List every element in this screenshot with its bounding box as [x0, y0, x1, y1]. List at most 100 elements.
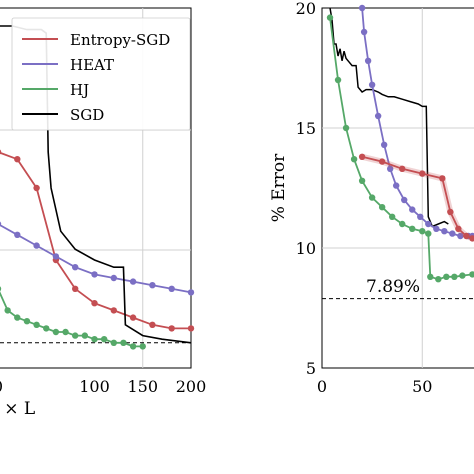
right-point-heat: [425, 220, 432, 228]
right-point-hj: [419, 228, 426, 235]
left-point-hj: [72, 332, 79, 339]
right-band-entropy-sgd: [361, 153, 474, 242]
right-y-tick-label: 5: [306, 359, 316, 378]
right-panel: 7.89% 5 10 15 20 0 50 % Error: [269, 0, 474, 396]
right-series-heat: [361, 7, 473, 237]
right-point-heat: [457, 232, 464, 240]
legend-label-entropy-sgd: Entropy-SGD: [70, 31, 170, 49]
right-y-tick-label: 20: [296, 0, 316, 18]
left-series-hj: [0, 291, 143, 348]
right-point-heat: [364, 57, 372, 64]
left-point-heat: [110, 274, 118, 282]
right-point-heat: [433, 225, 440, 232]
right-point-entropy-sgd: [358, 153, 366, 160]
left-point-hj: [52, 328, 60, 336]
left-x-tick-label: 0: [0, 377, 3, 396]
right-point-heat: [417, 213, 424, 220]
right-x-tick-label: 0: [317, 377, 327, 396]
left-series-group: [0, 25, 195, 350]
left-point-heat: [33, 242, 40, 249]
left-point-heat: [149, 282, 156, 289]
left-point-hj: [120, 339, 127, 346]
left-point-entropy-sgd: [110, 307, 118, 314]
left-point-hj: [62, 328, 69, 336]
left-x-axis-label: ε × L: [0, 399, 35, 419]
left-point-hj: [110, 339, 118, 346]
right-y-tick-label: 15: [296, 119, 316, 138]
right-point-hj: [388, 213, 396, 220]
right-point-heat: [409, 206, 416, 213]
right-point-entropy-sgd: [419, 170, 426, 177]
left-point-hj: [43, 325, 50, 332]
left-point-hj: [14, 314, 21, 321]
left-point-heat: [72, 264, 79, 271]
legend-label-heat: HEAT: [70, 56, 114, 74]
left-point-hj: [33, 321, 40, 328]
left-point-hj: [4, 307, 11, 314]
left-point-heat: [187, 289, 195, 296]
right-annotation: 7.89%: [366, 277, 420, 297]
right-point-entropy-sgd: [439, 175, 446, 182]
right-point-hj: [326, 14, 334, 21]
left-panel: 0 100 150 200 ε × L Entropy-SGD HEAT HJ SGD: [0, 7, 206, 419]
right-point-hj: [443, 273, 450, 280]
left-point-hj: [91, 336, 98, 343]
right-point-hj: [350, 156, 358, 163]
left-point-hj: [139, 343, 146, 350]
right-point-entropy-sgd: [447, 208, 454, 216]
right-point-heat: [368, 81, 376, 89]
left-point-heat: [168, 285, 175, 292]
right-point-hj: [334, 76, 342, 84]
right-point-hj: [358, 177, 366, 184]
right-point-hj: [427, 273, 434, 280]
right-point-entropy-sgd: [399, 165, 406, 172]
left-x-tick-label: 100: [79, 377, 110, 396]
legend-label-hj: HJ: [70, 81, 89, 99]
right-point-entropy-sgd: [455, 225, 462, 232]
right-point-entropy-sgd: [463, 232, 470, 240]
right-series-hj: [329, 17, 473, 281]
left-point-entropy-sgd: [72, 285, 79, 292]
right-point-hj: [469, 271, 474, 278]
left-point-entropy-sgd: [149, 321, 156, 328]
right-point-hj: [425, 230, 432, 237]
legend-item-heat: HEAT: [22, 56, 114, 74]
left-plot-frame: [0, 7, 192, 369]
right-point-heat: [380, 141, 388, 148]
left-point-entropy-sgd: [91, 300, 98, 307]
right-point-hj: [368, 194, 376, 201]
right-point-heat: [374, 112, 382, 120]
right-point-hj: [378, 204, 386, 211]
right-x-ticks: 0 50: [317, 377, 433, 396]
right-series-sgd: [329, 7, 449, 228]
left-point-heat: [91, 271, 98, 278]
left-point-hj: [0, 286, 2, 292]
right-point-heat: [358, 4, 366, 12]
legend-item-entropy-sgd: Entropy-SGD: [22, 31, 170, 49]
left-series-heat: [0, 224, 192, 294]
legend-label-sgd: SGD: [70, 106, 104, 124]
left-point-entropy-sgd: [187, 325, 195, 332]
right-point-entropy-sgd: [378, 158, 386, 165]
right-point-entropy-sgd: [469, 235, 474, 242]
right-y-ticks: 5 10 15 20: [296, 0, 316, 378]
right-y-tick-label: 10: [296, 239, 316, 258]
right-point-hj: [399, 220, 406, 228]
right-point-hj: [409, 225, 416, 232]
left-point-hj: [81, 332, 89, 339]
right-y-axis-label: % Error: [269, 153, 289, 222]
left-point-hj: [100, 336, 108, 343]
right-series-group: [326, 4, 474, 283]
left-point-hj: [129, 343, 137, 350]
right-point-heat: [386, 165, 394, 172]
right-point-heat: [401, 196, 408, 204]
left-point-entropy-sgd: [168, 325, 175, 332]
left-point-heat: [14, 231, 21, 238]
left-x-tick-label: 150: [127, 377, 158, 396]
left-x-ticks: 0 100 150 200: [0, 377, 206, 396]
legend-box: [11, 17, 191, 131]
right-point-hj: [435, 276, 442, 283]
left-point-entropy-sgd: [33, 184, 40, 192]
right-point-heat: [392, 182, 400, 189]
